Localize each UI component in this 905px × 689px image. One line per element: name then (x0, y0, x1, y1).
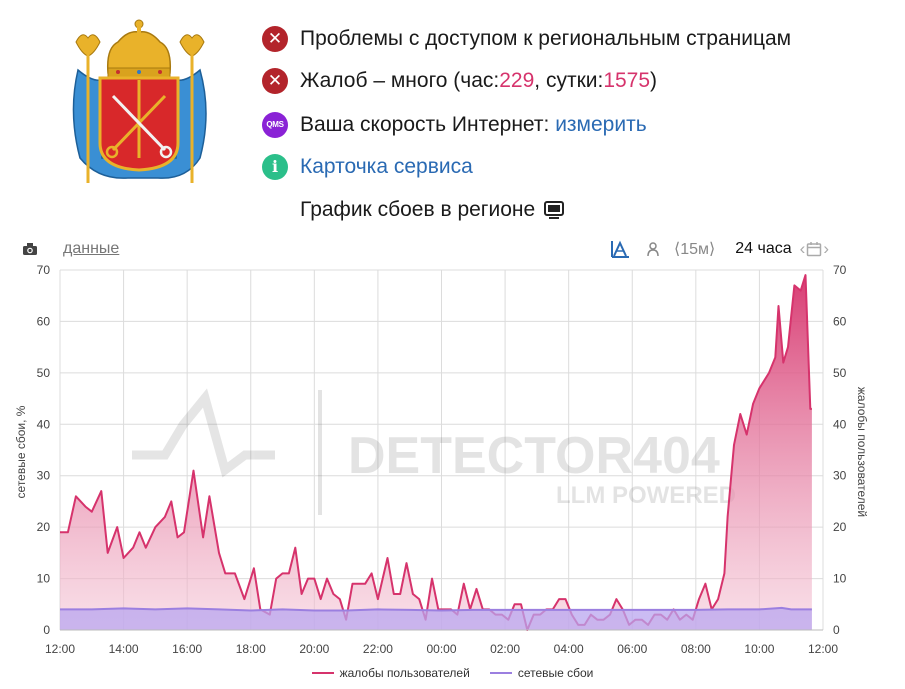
y-tick-right: 0 (833, 623, 840, 637)
chevron-right-icon[interactable]: › (823, 239, 829, 258)
chart-series (60, 274, 812, 631)
legend-swatch-network (489, 672, 512, 674)
x-tick-label: 00:00 (426, 642, 456, 656)
x-tick-label: 06:00 (617, 642, 647, 656)
y-tick-left: 50 (37, 366, 51, 380)
y-tick-right: 10 (833, 572, 847, 586)
chart-section-title: График сбоев в регионе (300, 198, 565, 222)
status-speed-row: QMS Ваша скорость Интернет: измерить (262, 112, 647, 138)
x-tick-label: 04:00 (554, 642, 584, 656)
chart-toolbar-left: данные (22, 238, 119, 260)
coat-of-arms-logo (72, 19, 207, 183)
y-tick-left: 70 (37, 263, 51, 277)
y-tick-right: 60 (833, 314, 847, 328)
complaints-line (60, 274, 812, 631)
x-tick-label: 08:00 (681, 642, 711, 656)
y-tick-right: 40 (833, 417, 847, 431)
status-access-row: ✕ Проблемы с доступом к региональным стр… (262, 26, 791, 52)
calendar-icon[interactable] (806, 241, 822, 257)
close-icon: ✕ (262, 26, 288, 52)
complaints-area (60, 275, 812, 630)
outage-chart: DETECTOR404 LLM POWERED 0 0 10 10 20 20 30 30 40… (14, 263, 869, 656)
x-tick-label: 22:00 (363, 642, 393, 656)
status-complaints-row: ✕ Жалоб – много (час: 229, сутки: 1575) (262, 68, 657, 94)
qms-icon: QMS (262, 112, 288, 138)
legend-label-complaints: жалобы пользователей (339, 666, 470, 680)
legend-label-network: сетевые сбои (517, 666, 594, 680)
x-tick-label: 16:00 (172, 642, 202, 656)
network-line (60, 606, 812, 612)
chart-legend: жалобы пользователей сетевые сбои (0, 666, 905, 680)
speed-measure-link[interactable]: измерить (555, 113, 647, 136)
area-chart-icon[interactable] (610, 239, 630, 259)
chart-toolbar-right: ⟨15м⟩ 24 часа ‹ › (610, 238, 829, 260)
chevron-left-icon[interactable]: ‹ (799, 239, 806, 258)
y-tick-left: 20 (37, 520, 51, 534)
user-icon[interactable] (646, 241, 660, 257)
x-tick-label: 18:00 (236, 642, 266, 656)
x-tick-label: 20:00 (299, 642, 329, 656)
watermark-main: DETECTOR404 (348, 427, 720, 485)
y-tick-right: 70 (833, 263, 847, 277)
chart-title-text: График сбоев в регионе (300, 198, 536, 221)
speed-label: Ваша скорость Интернет: (300, 113, 556, 136)
x-tick-label: 10:00 (744, 642, 774, 656)
y-tick-right: 20 (833, 520, 847, 534)
y-axis-left-label: сетевые сбои, % (14, 405, 28, 498)
y-tick-right: 50 (833, 366, 847, 380)
watermark: DETECTOR404 LLM POWERED (132, 388, 736, 515)
info-icon: i (262, 154, 288, 180)
camera-icon[interactable] (22, 242, 38, 256)
service-card-link[interactable]: Карточка сервиса (300, 155, 473, 178)
y-axis-right-label: жалобы пользователей (855, 387, 869, 517)
y-tick-left: 10 (37, 572, 51, 586)
legend-item-network[interactable]: сетевые сбои (489, 666, 594, 680)
data-link[interactable]: данные (63, 240, 120, 257)
x-tick-label: 12:00 (45, 642, 75, 656)
complaints-suffix: ) (650, 69, 658, 92)
range-15m-button[interactable]: ⟨15м⟩ (674, 241, 716, 258)
y-tick-left: 60 (37, 314, 51, 328)
complaints-prefix: Жалоб – много (час: (300, 69, 500, 92)
complaints-hour-count: 229 (499, 69, 535, 92)
network-area (60, 607, 812, 630)
chart-axes: 0 0 10 10 20 20 30 30 40 40 50 50 60 60 70 70 12:00 14:00… (37, 263, 847, 656)
x-tick-label: 14:00 (109, 642, 139, 656)
y-tick-right: 30 (833, 469, 847, 483)
legend-item-complaints[interactable]: жалобы пользователей (311, 666, 470, 680)
monitor-icon[interactable] (543, 200, 565, 220)
y-tick-left: 40 (37, 417, 51, 431)
x-tick-label: 02:00 (490, 642, 520, 656)
range-24h-button[interactable]: 24 часа (735, 240, 792, 257)
y-tick-left: 0 (43, 623, 50, 637)
y-tick-left: 30 (37, 469, 51, 483)
status-card-row: i Карточка сервиса (262, 154, 473, 180)
complaints-mid: , сутки: (534, 69, 604, 92)
status-access-text: Проблемы с доступом к региональным стран… (300, 27, 792, 50)
complaints-day-count: 1575 (603, 69, 651, 92)
watermark-sub: LLM POWERED (556, 482, 736, 509)
legend-swatch-complaints (311, 672, 334, 674)
close-icon: ✕ (262, 68, 288, 94)
x-tick-label: 12:00 (808, 642, 838, 656)
